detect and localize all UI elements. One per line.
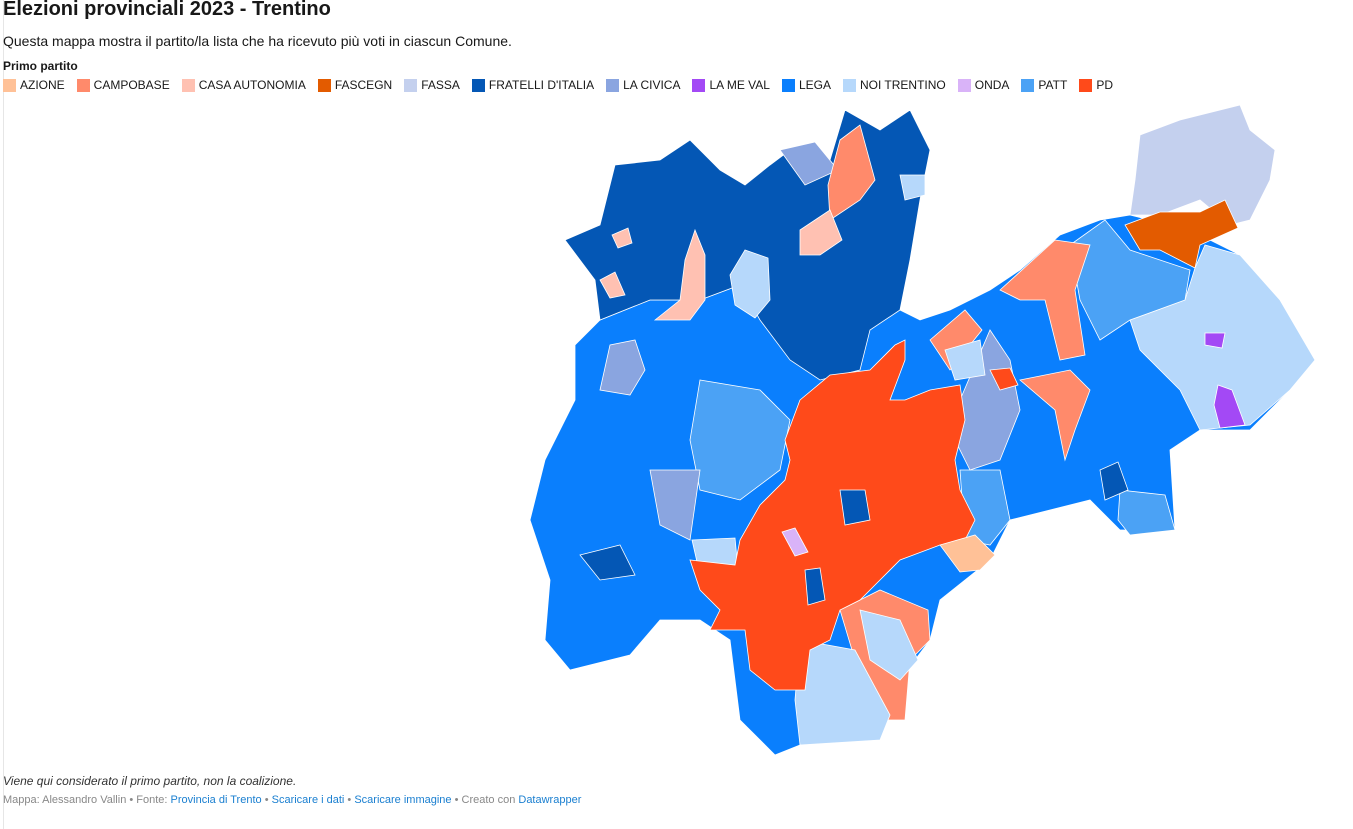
legend-item: FRATELLI D'ITALIA <box>471 78 595 92</box>
created-with: • Creato con <box>451 794 519 806</box>
legend-swatch <box>1021 78 1035 92</box>
legend-swatch <box>781 78 795 92</box>
legend-swatch <box>181 78 195 92</box>
legend-item: ONDA <box>957 78 1010 92</box>
legend: AZIONE CAMPOBASE CASA AUTONOMIA FASCEGN FASS… <box>3 78 1113 92</box>
region-la-me-val[interactable] <box>1204 332 1246 429</box>
legend-label: LA ME VAL <box>709 78 770 92</box>
region-onda[interactable] <box>781 527 809 557</box>
note: Viene qui considerato il primo partito, … <box>3 774 297 788</box>
page-title: Elezioni provinciali 2023 - Trentino <box>3 0 331 20</box>
source-link[interactable]: Provincia di Trento <box>170 794 262 806</box>
region-patt[interactable] <box>689 219 1191 546</box>
legend-item: CASA AUTONOMIA <box>181 78 306 92</box>
legend-label: CAMPOBASE <box>93 78 170 92</box>
subtitle: Questa mappa mostra il partito/la lista … <box>3 33 512 49</box>
legend-label: PATT <box>1038 78 1068 92</box>
legend-label: NOI TRENTINO <box>859 78 946 92</box>
region-fassa[interactable] <box>1129 104 1276 226</box>
region-casa-autonomia[interactable] <box>599 209 843 321</box>
legend-item: PD <box>1079 78 1113 92</box>
legend-item: PATT <box>1021 78 1067 92</box>
region-la-civica[interactable] <box>599 141 1021 541</box>
legend-item: CAMPOBASE <box>76 78 170 92</box>
chart-frame <box>3 0 4 829</box>
region-fratelli-italia-2[interactable] <box>579 461 1129 606</box>
region-fascegn[interactable] <box>1124 199 1239 269</box>
region-azione[interactable] <box>939 534 996 573</box>
legend-item: LA ME VAL <box>692 78 770 92</box>
legend-swatch <box>404 78 418 92</box>
legend-item: FASCEGN <box>317 78 393 92</box>
legend-swatch <box>957 78 971 92</box>
legend-item: NOI TRENTINO <box>842 78 946 92</box>
legend-swatch <box>471 78 485 92</box>
legend-label: LA CIVICA <box>623 78 681 92</box>
legend-swatch <box>692 78 706 92</box>
download-image-link[interactable]: Scaricare immagine <box>354 794 452 806</box>
legend-label: AZIONE <box>20 78 65 92</box>
legend-item: LA CIVICA <box>606 78 680 92</box>
legend-label: FRATELLI D'ITALIA <box>488 78 595 92</box>
legend-label: FASSA <box>421 78 460 92</box>
separator: • <box>344 794 355 806</box>
legend-swatch <box>606 78 620 92</box>
legend-swatch <box>842 78 856 92</box>
legend-label: FASCEGN <box>334 78 393 92</box>
legend-item: FASSA <box>404 78 460 92</box>
legend-label: PD <box>1096 78 1113 92</box>
footer-credit: Mappa: Alessandro Vallin • Fonte: <box>3 794 171 806</box>
legend-item: AZIONE <box>3 78 65 92</box>
legend-swatch <box>3 78 16 92</box>
download-data-link[interactable]: Scaricare i dati <box>271 794 345 806</box>
legend-label: LEGA <box>798 78 831 92</box>
separator: • <box>261 794 272 806</box>
legend-item: LEGA <box>781 78 831 92</box>
legend-label: ONDA <box>974 78 1010 92</box>
datawrapper-link[interactable]: Datawrapper <box>518 794 582 806</box>
footer: Mappa: Alessandro Vallin • Fonte: Provin… <box>3 794 581 806</box>
legend-swatch <box>1079 78 1093 92</box>
legend-swatch <box>76 78 90 92</box>
legend-label: CASA AUTONOMIA <box>198 78 306 92</box>
legend-title: Primo partito <box>3 59 78 73</box>
legend-swatch <box>317 78 331 92</box>
